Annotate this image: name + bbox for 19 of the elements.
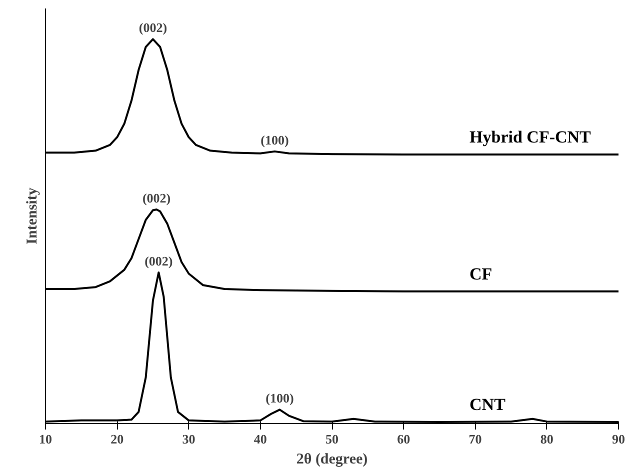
x-tick-label: 30 — [182, 432, 196, 446]
x-tick-label: 90 — [612, 432, 625, 446]
series-label: CF — [470, 264, 492, 284]
x-axis-title: 2θ (degree) — [296, 452, 368, 468]
x-tick-label: 80 — [540, 432, 554, 446]
x-tick-label: 10 — [39, 432, 52, 446]
annotation: (100) — [260, 132, 289, 148]
x-tick-label: 40 — [254, 432, 267, 446]
annotation: (002) — [142, 190, 171, 206]
x-tick-label: 50 — [326, 432, 338, 446]
series-label: Hybrid CF-CNT — [470, 128, 592, 147]
x-tick-label: 60 — [397, 432, 410, 446]
x-tick-label: 70 — [468, 432, 482, 446]
series-label: CNT — [470, 394, 506, 414]
annotation: (002) — [144, 253, 173, 268]
annotation: (100) — [266, 390, 294, 406]
x-tick-label: 20 — [110, 432, 124, 446]
y-axis-title: Intensity — [24, 187, 40, 244]
annotation: (002) — [138, 20, 168, 36]
